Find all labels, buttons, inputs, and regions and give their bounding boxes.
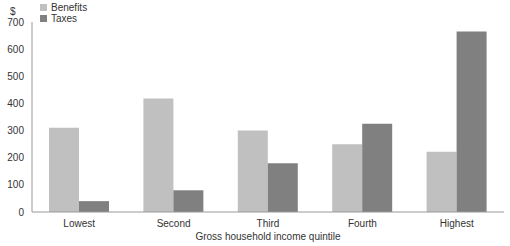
svg-text:100: 100	[8, 179, 24, 190]
html-text:Benefits: Benefits	[51, 2, 88, 13]
svg-text:700: 700	[8, 17, 24, 28]
svg-text:300: 300	[8, 125, 24, 136]
svg-text:400: 400	[8, 98, 24, 109]
svg-text:500: 500	[8, 71, 24, 82]
svg-text:Highest: Highest	[440, 218, 474, 229]
svg-text:0: 0	[18, 207, 24, 218]
svg-text:200: 200	[8, 152, 24, 163]
html-text:Taxes: Taxes	[51, 13, 78, 24]
svg-text:Fourth: Fourth	[348, 218, 377, 229]
svg-text:Third: Third	[257, 218, 280, 229]
svg-text:600: 600	[8, 44, 24, 55]
svg-text:Gross household income quintil: Gross household income quintile	[195, 231, 341, 242]
svg-text:Lowest: Lowest	[63, 218, 95, 229]
svg-text:Second: Second	[157, 218, 191, 229]
